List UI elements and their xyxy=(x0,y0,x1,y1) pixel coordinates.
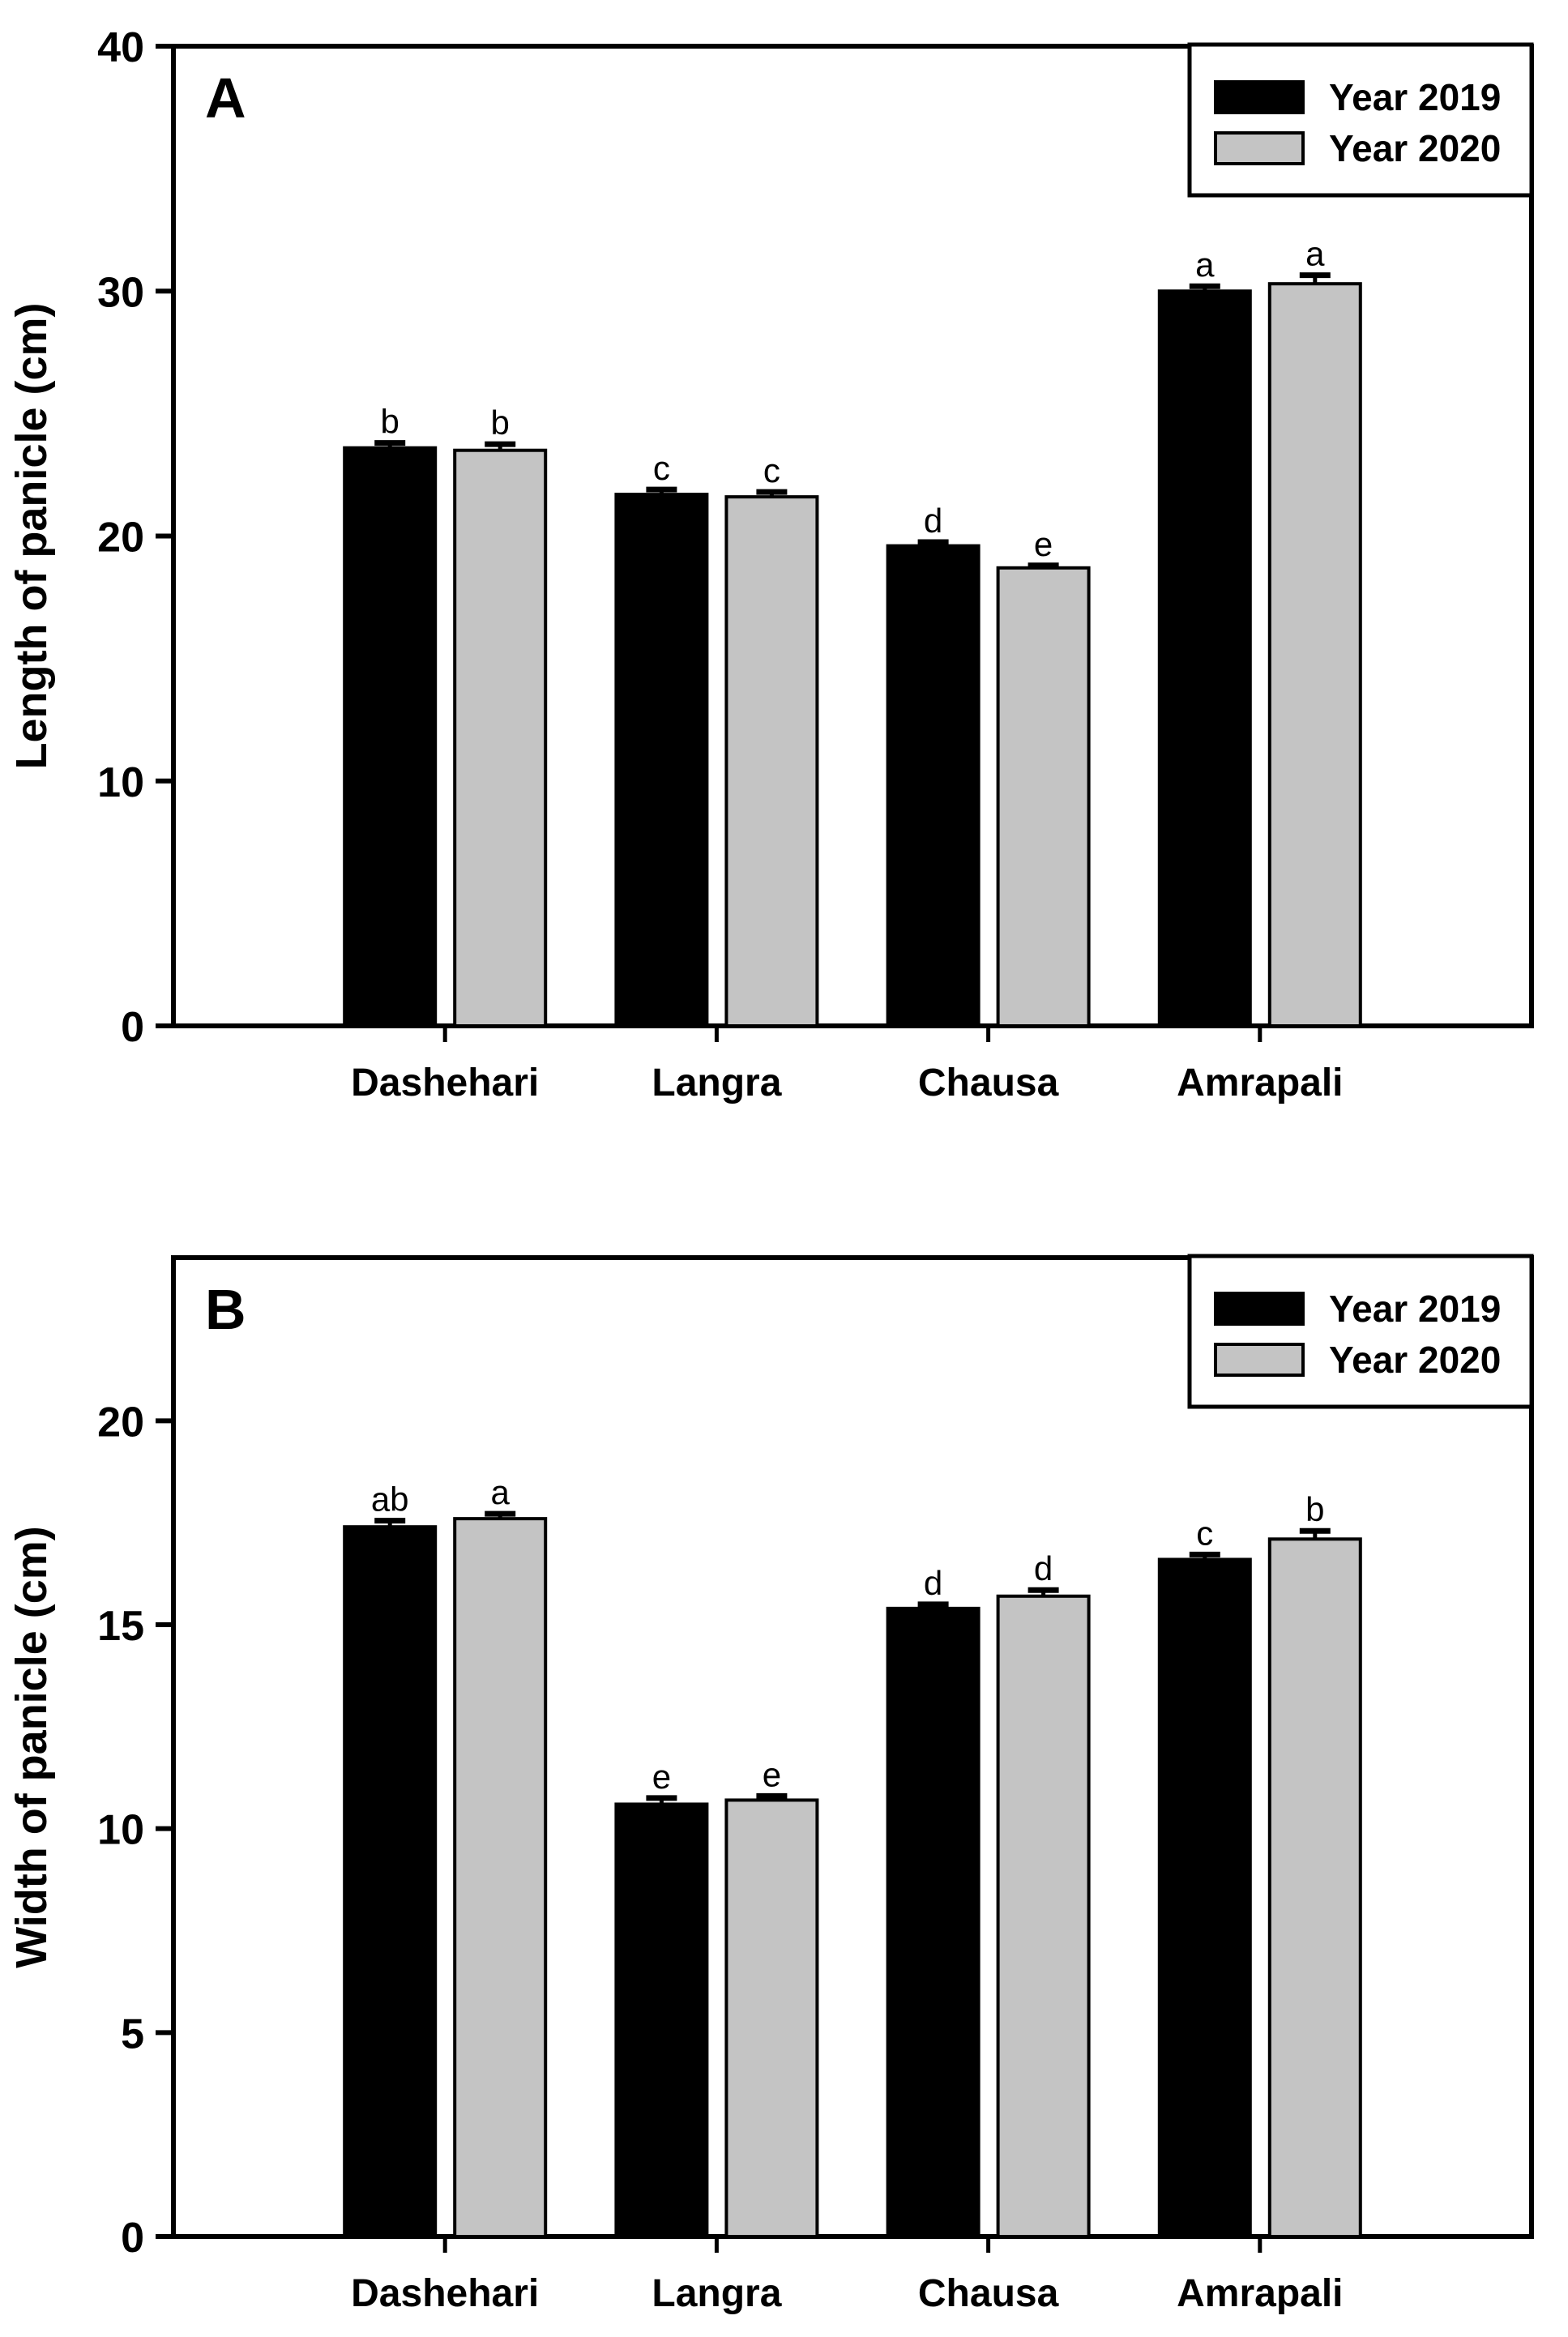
panel-label: A xyxy=(205,66,246,130)
y-tick-label: 20 xyxy=(97,1399,144,1446)
sig-letter-dashehari-year-2020: a xyxy=(491,1473,511,1511)
y-tick-label: 0 xyxy=(121,2215,144,2262)
legend: Year 2019 Year 2020 xyxy=(1187,1254,1534,1409)
sig-letter-dashehari-year-2019: b xyxy=(381,403,399,441)
chart-panel-a: 0 10 20 30 40 Dashehari b b Langra c c Chausa d e Amra… xyxy=(7,24,1534,1104)
bar-chausa-year-2019 xyxy=(886,1606,981,2239)
sig-letter-amrapali-year-2019: c xyxy=(1196,1514,1213,1552)
bar-chausa-year-2020 xyxy=(996,1594,1091,2239)
legend-swatch-year-2020 xyxy=(1214,131,1305,165)
legend-label-year-2020: Year 2020 xyxy=(1329,127,1501,169)
panel-label: B xyxy=(205,1278,246,1341)
bar-dashehari-year-2020 xyxy=(453,1517,548,2238)
x-category-label: Langra xyxy=(652,1062,781,1104)
bar-langra-year-2019 xyxy=(614,1802,709,2238)
bar-chausa-year-2019 xyxy=(886,544,981,1028)
bar-amrapali-year-2020 xyxy=(1267,282,1362,1028)
y-tick-label: 5 xyxy=(121,2010,144,2057)
y-tick-label: 15 xyxy=(97,1603,144,1650)
sig-letter-amrapali-year-2020: b xyxy=(1305,1490,1324,1528)
sig-letter-chausa-year-2020: e xyxy=(1034,525,1053,563)
plot-border xyxy=(171,1255,1534,2239)
x-category-label: Chausa xyxy=(918,2272,1059,2315)
legend: Year 2019 Year 2020 xyxy=(1187,42,1534,198)
sig-letter-dashehari-year-2020: b xyxy=(491,404,510,442)
sig-letter-amrapali-year-2019: a xyxy=(1195,246,1215,284)
y-tick-label: 0 xyxy=(121,1004,144,1051)
legend-box xyxy=(1187,42,1534,198)
y-tick-label: 40 xyxy=(97,24,144,71)
bar-dashehari-year-2019 xyxy=(343,1525,438,2238)
sig-letter-langra-year-2019: e xyxy=(652,1758,671,1796)
legend-label-year-2020: Year 2020 xyxy=(1329,1339,1501,1381)
x-category-label: Amrapali xyxy=(1177,2272,1343,2315)
y-axis-title: Width of panicle (cm) xyxy=(7,1526,56,1968)
x-category-label: Chausa xyxy=(918,1062,1059,1104)
legend-box xyxy=(1187,1254,1534,1409)
bar-dashehari-year-2020 xyxy=(453,448,548,1028)
y-axis-title: Length of panicle (cm) xyxy=(7,302,56,769)
legend-label-year-2019: Year 2019 xyxy=(1329,76,1501,118)
sig-letter-langra-year-2020: e xyxy=(763,1755,781,1793)
y-tick-label: 10 xyxy=(97,759,144,806)
bar-chausa-year-2020 xyxy=(996,566,1091,1028)
bar-amrapali-year-2019 xyxy=(1157,1557,1252,2238)
bar-amrapali-year-2019 xyxy=(1157,289,1252,1028)
bar-langra-year-2019 xyxy=(614,493,709,1028)
x-category-label: Dashehari xyxy=(351,1062,539,1104)
y-tick-label: 10 xyxy=(97,1807,144,1854)
legend-swatch-year-2019 xyxy=(1214,80,1305,114)
sig-letter-chausa-year-2019: d xyxy=(924,502,942,540)
y-tick-label: 30 xyxy=(97,269,144,316)
x-category-label: Amrapali xyxy=(1177,1062,1343,1104)
y-tick-label: 20 xyxy=(97,515,144,562)
sig-letter-chausa-year-2019: d xyxy=(924,1564,942,1602)
chart-panel-b: 0 5 10 15 20 Dashehari ab a Langra e e Chausa d d Amra… xyxy=(7,1254,1534,2315)
sig-letter-amrapali-year-2020: a xyxy=(1305,235,1325,273)
sig-letter-langra-year-2019: c xyxy=(653,449,670,487)
legend-swatch-year-2019 xyxy=(1214,1292,1305,1326)
legend-label-year-2019: Year 2019 xyxy=(1329,1288,1501,1330)
bar-amrapali-year-2020 xyxy=(1267,1537,1362,2239)
sig-letter-dashehari-year-2019: ab xyxy=(371,1480,409,1519)
x-category-label: Dashehari xyxy=(351,2272,539,2315)
x-category-label: Langra xyxy=(652,2272,781,2315)
bar-dashehari-year-2019 xyxy=(343,446,438,1028)
sig-letter-chausa-year-2020: d xyxy=(1034,1549,1053,1587)
sig-letter-langra-year-2020: c xyxy=(763,451,780,489)
legend-swatch-year-2020 xyxy=(1214,1343,1305,1377)
bar-langra-year-2020 xyxy=(724,495,819,1028)
bar-langra-year-2020 xyxy=(724,1798,819,2238)
